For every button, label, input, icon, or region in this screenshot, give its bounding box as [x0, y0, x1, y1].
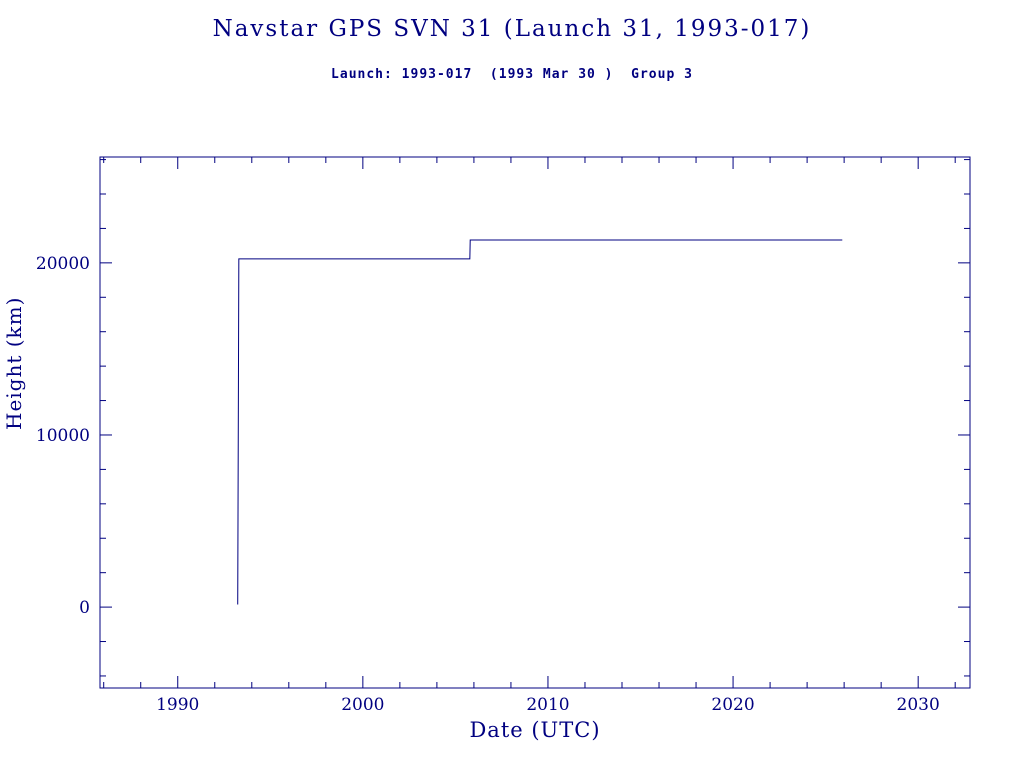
x-axis-label: Date (UTC): [469, 718, 601, 742]
y-tick-label: 0: [79, 598, 90, 618]
chart-title: Navstar GPS SVN 31 (Launch 31, 1993-017): [212, 16, 812, 42]
x-tick-label: 2000: [341, 695, 384, 715]
x-tick-label: 1990: [156, 695, 199, 715]
y-axis-label-text: Height (km): [2, 296, 26, 430]
y-tick-label: 10000: [36, 426, 90, 446]
x-tick-label: 2010: [526, 695, 569, 715]
chart-subtitle: Launch: 1993-017 (1993 Mar 30 ) Group 3: [331, 67, 693, 82]
plot-border: [99, 156, 971, 689]
x-tick-label: 2020: [711, 695, 754, 715]
y-tick-label: 20000: [36, 254, 90, 274]
data-line-height: [237, 239, 843, 605]
x-tick-label: 2030: [897, 695, 940, 715]
